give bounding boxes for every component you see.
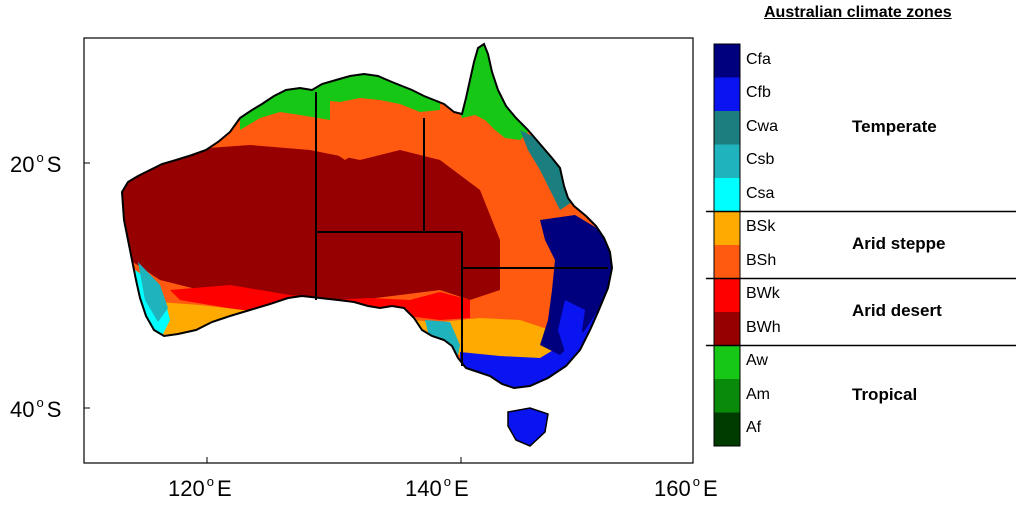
legend-zone-label-af: Af — [746, 419, 762, 437]
legend-color-bar — [713, 43, 741, 447]
lon-tick-label-120: 120 o E — [168, 474, 232, 501]
legend-swatch-bsh — [714, 245, 740, 279]
legend-zone-label-csa: Csa — [746, 184, 775, 202]
legend-separators — [706, 210, 1016, 347]
legend-zone-label-bsk: BSk — [746, 218, 776, 236]
legend-zone-label-aw: Aw — [746, 352, 768, 370]
legend-zone-label-cfa: Cfa — [746, 50, 771, 68]
legend-swatch-cfb — [714, 77, 740, 112]
legend-zone-label-csb: Csb — [746, 151, 775, 169]
region-cfb-highlands — [558, 300, 585, 352]
region-bwh-core — [122, 145, 500, 300]
legend-swatch-csb — [714, 144, 740, 179]
legend-swatch-bwk — [714, 278, 740, 313]
legend-zone-label-bsh: BSh — [746, 251, 777, 269]
legend-zone-label-bwk: BWk — [746, 285, 780, 303]
legend-group-label-tropical: Tropical — [852, 384, 918, 404]
legend-swatch-csa — [714, 178, 740, 212]
axis-ticks — [84, 162, 462, 463]
legend-swatch-cfa — [714, 44, 740, 78]
tasmania — [507, 407, 549, 447]
legend-swatch-bsk — [714, 211, 740, 246]
legend-zone-label-cwa: Cwa — [746, 117, 779, 135]
region-bsh-pocket — [330, 128, 360, 160]
region-csb-sw — [138, 262, 168, 322]
lon-tick-label-140: 140 o E — [405, 474, 469, 501]
legend-zone-label-bwh: BWh — [746, 318, 781, 336]
region-cfa-east — [540, 215, 612, 355]
legend-swatch-af — [714, 412, 740, 447]
legend-title: Australian climate zones — [764, 4, 952, 21]
legend-group-label-temperate: Temperate — [852, 116, 937, 136]
legend-zone-label-cfb: Cfb — [746, 84, 771, 102]
legend-swatch-aw — [714, 345, 740, 380]
lon-tick-label-160: 160 o E — [654, 474, 718, 501]
legend-swatch-bwh — [714, 312, 740, 346]
legend-zone-label-am: Am — [746, 385, 770, 403]
region-cwa-east — [520, 130, 575, 210]
legend-group-label-arid-desert: Arid desert — [852, 301, 942, 320]
state-borders — [315, 92, 608, 366]
legend-swatch-cwa — [714, 111, 740, 145]
lat-tick-label-20: 20 o S — [10, 150, 62, 177]
lat-tick-label-40: 40 o S — [10, 395, 62, 422]
legend-group-label-arid-steppe: Arid steppe — [852, 234, 946, 253]
legend-swatch-am — [714, 379, 740, 413]
